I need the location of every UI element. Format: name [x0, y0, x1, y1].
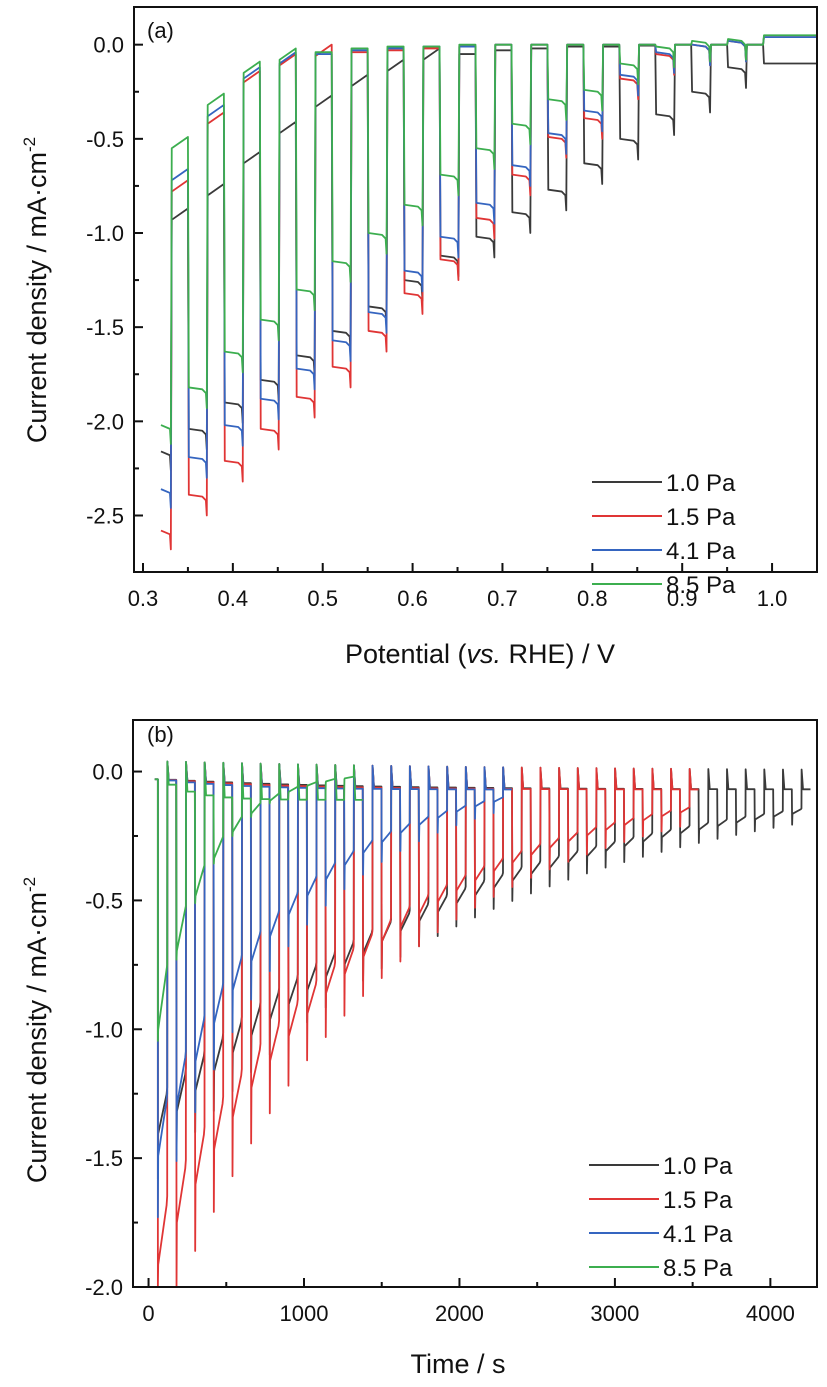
y-tick-label: -0.5 [85, 888, 123, 913]
x-tick-label: 0.8 [577, 586, 608, 611]
x-tick-label: 2000 [435, 1301, 484, 1326]
chart-b-frame [132, 719, 818, 1288]
chart-a-x-ticks: 0.3 0.4 0.5 0.6 0.7 0.8 0.9 1.0 [128, 563, 788, 611]
legend-label: 8.5 Pa [663, 1255, 733, 1282]
chart-b: 0 1000 2000 3000 4000 0.0 -0.5 -1.0 -1.5 -2.0 (b… [20, 719, 818, 1379]
x-tick-label: 0 [142, 1301, 154, 1326]
y-tick-label: 0.0 [92, 760, 123, 785]
series-line-85Pa [154, 760, 363, 1042]
series-line-85Pa [160, 34, 817, 445]
x-tick-label: 0.6 [397, 586, 428, 611]
legend-label: 8.5 Pa [666, 572, 736, 599]
series-line-15Pa [154, 760, 699, 1288]
x-tick-label: 0.9 [667, 586, 698, 611]
legend-label: 1.5 Pa [666, 504, 736, 531]
legend-label: 1.0 Pa [663, 1153, 733, 1180]
chart-b-plot-area [154, 760, 811, 1288]
chart-b-y-axis-title: Current density / mA·cm-2 [20, 877, 52, 1183]
legend-label: 1.5 Pa [663, 1187, 733, 1214]
x-tick-label: 0.7 [487, 586, 518, 611]
x-tick-label: 0.5 [307, 586, 338, 611]
y-tick-label: -0.5 [86, 127, 124, 152]
y-tick-label: -2.5 [86, 504, 124, 529]
y-tick-label: 0.0 [93, 33, 124, 58]
chart-a: 0.3 0.4 0.5 0.6 0.7 0.8 0.9 1.0 0.0 -0.5 -1.0 -1.5… [20, 6, 818, 669]
legend-label: 4.1 Pa [663, 1221, 733, 1248]
y-tick-label: -2.0 [86, 409, 124, 434]
chart-a-x-axis-title: Potential (vs. RHE) / V [345, 639, 615, 669]
chart-b-legend: 1.0 Pa 1.5 Pa 4.1 Pa 8.5 Pa [589, 1153, 733, 1282]
chart-a-frame [133, 6, 818, 573]
x-tick-label: 1.0 [757, 586, 788, 611]
x-tick-label: 1000 [280, 1301, 329, 1326]
chart-b-panel-label: (b) [147, 722, 174, 747]
x-tick-label: 4000 [746, 1301, 795, 1326]
chart-b-y-ticks: 0.0 -0.5 -1.0 -1.5 -2.0 [85, 760, 142, 1300]
x-tick-label: 0.4 [218, 586, 249, 611]
chart-a-y-axis-title: Current density / mA·cm-2 [20, 137, 52, 443]
y-tick-label: -1.5 [86, 315, 124, 340]
chart-b-x-axis-title: Time / s [410, 1349, 505, 1379]
y-tick-label: -2.0 [85, 1275, 123, 1300]
series-line-10Pa [154, 760, 811, 1180]
chart-b-x-ticks: 0 1000 2000 3000 4000 [142, 1278, 795, 1326]
y-tick-label: -1.5 [85, 1146, 123, 1171]
legend-label: 1.0 Pa [666, 470, 736, 497]
y-tick-label: -1.0 [85, 1017, 123, 1042]
chart-a-legend: 1.0 Pa 1.5 Pa 4.1 Pa 8.5 Pa [592, 470, 736, 599]
chart-a-panel-label: (a) [147, 18, 174, 43]
x-tick-label: 0.3 [128, 586, 159, 611]
legend-label: 4.1 Pa [666, 538, 736, 565]
chart-a-y-ticks: 0.0 -0.5 -1.0 -1.5 -2.0 -2.5 [86, 33, 143, 529]
x-tick-label: 3000 [590, 1301, 639, 1326]
chart-a-plot-area [160, 34, 817, 551]
y-tick-label: -1.0 [86, 221, 124, 246]
series-line-41Pa [154, 760, 512, 1219]
